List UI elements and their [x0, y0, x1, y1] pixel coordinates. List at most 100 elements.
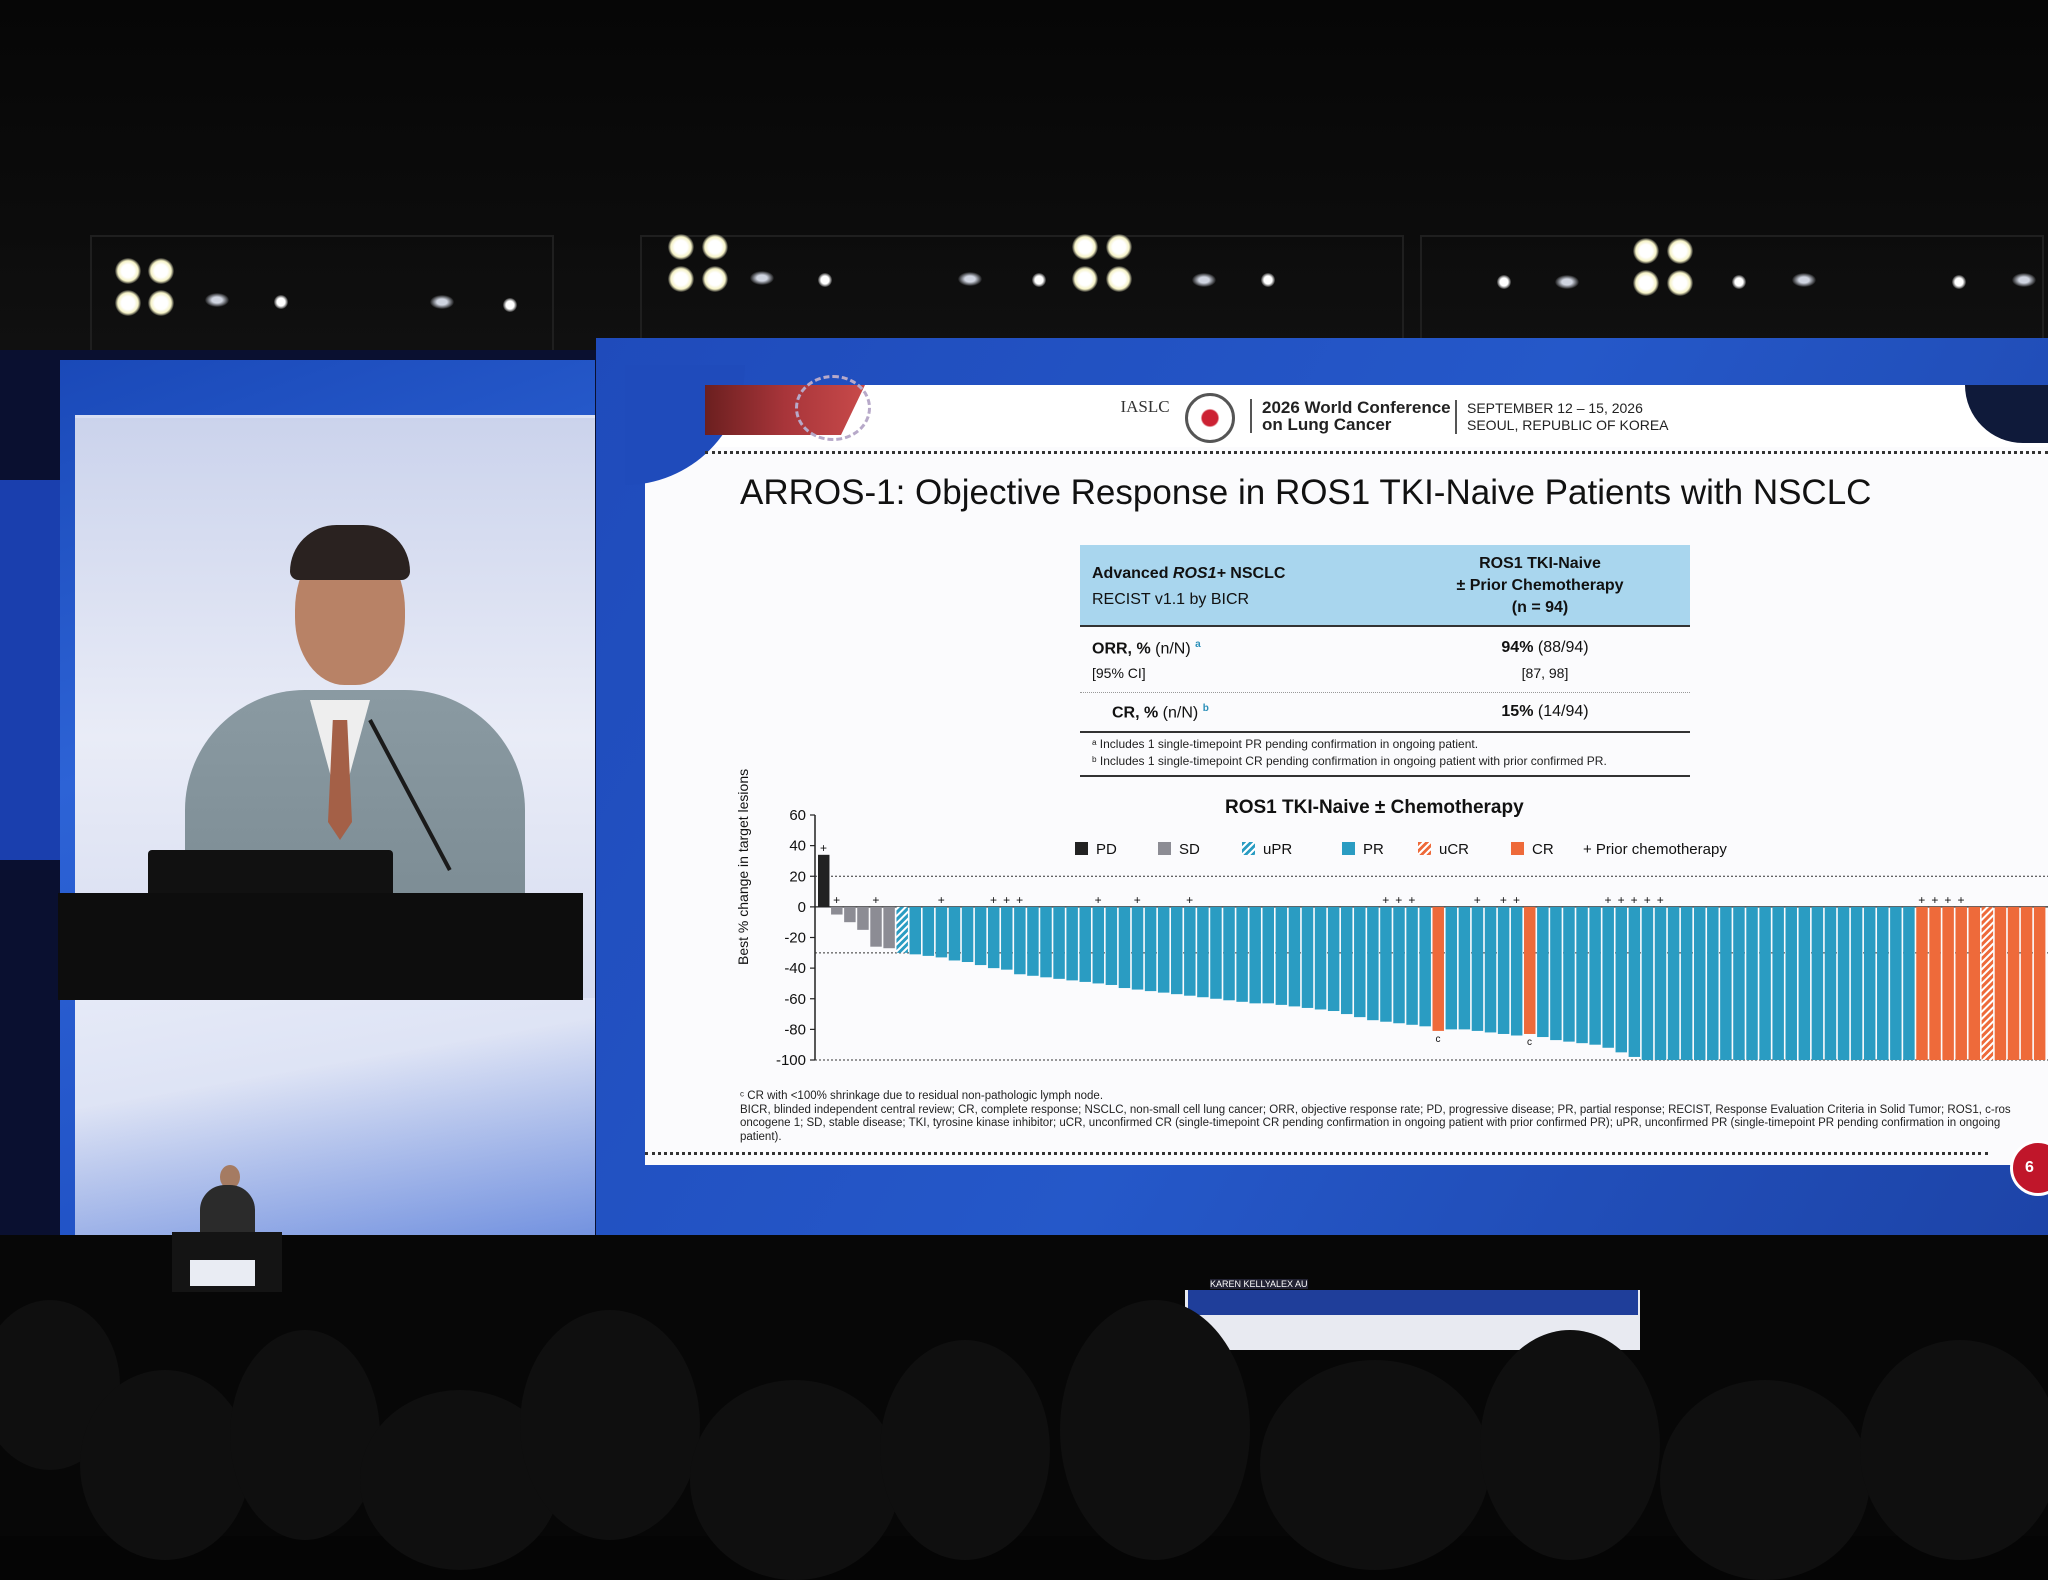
bar-pr — [1746, 906, 1758, 1061]
y-tick-label: 40 — [789, 838, 806, 855]
table-header-criteria: RECIST v1.1 by BICR — [1092, 591, 1250, 608]
y-tick-label: -80 — [784, 1021, 806, 1038]
residual-node-marker: c — [1436, 1034, 1441, 1045]
prior-chemo-marker: + — [1958, 893, 1965, 907]
bar-pr — [961, 906, 974, 963]
lectern-sign — [190, 1260, 255, 1286]
footnote-a: ᵃ Includes 1 single-timepoint PR pending… — [1092, 737, 1479, 751]
bar-pr — [1367, 906, 1379, 1021]
conference-seal-icon — [1185, 393, 1235, 443]
bar-pr — [1249, 906, 1261, 1004]
bar-pr — [1510, 906, 1523, 1036]
legend-sd: SD — [1158, 841, 1200, 858]
prior-chemo-marker: + — [938, 893, 945, 907]
bar-pr — [1497, 906, 1510, 1034]
prior-chemo-marker: + — [1944, 893, 1951, 907]
prior-chemo-marker: + — [1931, 893, 1938, 907]
bar-pr — [1458, 906, 1471, 1030]
bar-pr — [1667, 906, 1680, 1061]
response-table: Advanced ROS1+ NSCLC RECIST v1.1 by BICR… — [1080, 545, 1690, 777]
bar-pr — [922, 906, 935, 956]
legend-swatch — [1075, 842, 1088, 855]
legend-pr: PR — [1342, 841, 1384, 858]
bar-pr — [1693, 906, 1706, 1061]
bar-pr — [1641, 906, 1654, 1061]
cohort-line: ROS1 TKI-Naive — [1479, 555, 1601, 572]
bar-pr — [1184, 906, 1196, 996]
bar-pr — [1066, 906, 1078, 981]
audience-head — [80, 1370, 250, 1560]
orr-label: ORR, % (n/N) a — [1092, 639, 1201, 658]
bar-pr — [1615, 906, 1628, 1053]
legend-ucr: uCR — [1418, 841, 1469, 858]
orr-ci-label: [95% CI] — [1092, 665, 1146, 681]
conference-date: SEPTEMBER 12 – 15, 2026 — [1467, 400, 1643, 416]
bar-pr — [1785, 906, 1797, 1061]
bar-pr — [1863, 906, 1876, 1061]
prior-chemo-marker: + — [1382, 893, 1389, 907]
audience-head — [1660, 1380, 1870, 1580]
bar-pr — [1393, 906, 1405, 1024]
audience-head — [1260, 1360, 1490, 1570]
speaker-head — [220, 1165, 240, 1189]
prior-chemo-marker: + — [1500, 893, 1507, 907]
prior-chemo-marker: + — [1605, 893, 1612, 907]
audience-head — [1860, 1340, 2048, 1560]
bar-cr — [1524, 906, 1536, 1034]
bar-pr — [1850, 906, 1863, 1061]
legend-swatch — [1511, 842, 1524, 855]
bar-pr — [1628, 906, 1641, 1057]
bar-upr — [896, 906, 908, 953]
bar-pr — [1197, 906, 1209, 998]
bar-pr — [1105, 906, 1118, 985]
prior-chemo-marker: + — [990, 893, 997, 907]
bar-cr — [1942, 906, 1954, 1061]
legend-prior-chemo: + Prior chemotherapy — [1583, 841, 1727, 858]
bar-sd — [870, 906, 882, 947]
bar-pr — [1092, 906, 1105, 984]
bar-pr — [1040, 906, 1052, 978]
bar-pr — [1131, 906, 1144, 990]
bar-pr — [1759, 906, 1771, 1061]
cr-value: 15% (14/94) — [1480, 703, 1610, 721]
audience-head — [1060, 1300, 1250, 1560]
spot-light — [958, 272, 982, 286]
prior-chemo-marker: + — [1631, 893, 1638, 907]
bar-pr — [1340, 906, 1353, 1015]
laptop — [148, 850, 393, 898]
bar-sd — [831, 906, 843, 915]
bar-pr — [1602, 906, 1614, 1048]
prior-chemo-marker: + — [872, 893, 879, 907]
cohort-n: (n = 94) — [1511, 599, 1569, 616]
bar-pr — [1824, 906, 1837, 1061]
orr-percent: 94% — [1501, 639, 1534, 656]
legend-swatch — [1342, 842, 1355, 855]
legend-cr: CR — [1511, 841, 1554, 858]
conference-title-line2: on Lung Cancer — [1262, 415, 1392, 434]
bar-pr — [1890, 906, 1902, 1061]
orr-value: 94% (88/94) — [1480, 639, 1610, 657]
audience-head — [690, 1380, 900, 1580]
abbreviations: BICR, blinded independent central review… — [740, 1103, 2011, 1143]
prior-chemo-marker: + — [820, 841, 827, 855]
side-screen-edge — [0, 480, 60, 860]
orr-label-suffix: (n/N) — [1155, 640, 1191, 658]
bar-pr — [1903, 906, 1915, 1061]
y-tick-label: 0 — [798, 899, 806, 916]
bar-pr — [1118, 906, 1131, 989]
bar-pr — [1576, 906, 1588, 1044]
bar-pr — [1406, 906, 1418, 1025]
bar-cr — [2020, 906, 2033, 1061]
footnote-c: ᶜ CR with <100% shrinkage due to residua… — [740, 1090, 1104, 1102]
bar-cr — [1929, 906, 1941, 1061]
legend-label: uCR — [1439, 841, 1470, 858]
podium-on-screen — [58, 893, 583, 1000]
bar-pr — [1654, 906, 1667, 1061]
bar-pr — [1157, 906, 1170, 993]
y-tick-label: -100 — [776, 1052, 806, 1069]
slide-header — [645, 385, 2048, 447]
name-card: ALEX AU — [1270, 1279, 1308, 1289]
bar-sd — [857, 906, 869, 930]
prior-chemo-marker: + — [1134, 893, 1141, 907]
bar-cr — [1968, 906, 1981, 1061]
